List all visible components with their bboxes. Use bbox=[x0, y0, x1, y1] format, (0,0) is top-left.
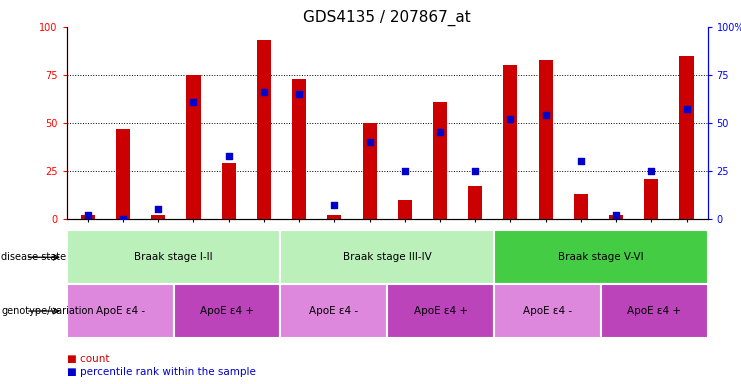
Point bbox=[153, 206, 165, 212]
Bar bbox=[292, 79, 306, 219]
Bar bbox=[257, 40, 271, 219]
Text: ApoE ε4 -: ApoE ε4 - bbox=[96, 306, 144, 316]
Point bbox=[187, 99, 199, 105]
Bar bbox=[362, 123, 376, 219]
Text: ■ count: ■ count bbox=[67, 354, 109, 364]
Bar bbox=[222, 163, 236, 219]
Bar bbox=[187, 75, 201, 219]
Bar bbox=[398, 200, 412, 219]
Text: disease state: disease state bbox=[1, 252, 67, 262]
Bar bbox=[433, 102, 447, 219]
Point bbox=[539, 112, 551, 118]
Text: ApoE ε4 +: ApoE ε4 + bbox=[200, 306, 254, 316]
Text: Braak stage I-II: Braak stage I-II bbox=[134, 252, 213, 262]
Bar bbox=[151, 215, 165, 219]
Point bbox=[680, 106, 692, 113]
Bar bbox=[574, 194, 588, 219]
Bar bbox=[468, 186, 482, 219]
Text: Braak stage III-IV: Braak stage III-IV bbox=[343, 252, 431, 262]
Text: ApoE ε4 +: ApoE ε4 + bbox=[413, 306, 468, 316]
Point bbox=[223, 152, 235, 159]
Bar bbox=[609, 215, 623, 219]
Point bbox=[469, 168, 481, 174]
Point bbox=[434, 129, 446, 136]
Text: ApoE ε4 -: ApoE ε4 - bbox=[309, 306, 359, 316]
Point bbox=[505, 116, 516, 122]
Point bbox=[645, 168, 657, 174]
Point bbox=[399, 168, 411, 174]
Text: ApoE ε4 +: ApoE ε4 + bbox=[627, 306, 681, 316]
Bar bbox=[644, 179, 658, 219]
Bar bbox=[328, 215, 342, 219]
Text: Braak stage V-VI: Braak stage V-VI bbox=[558, 252, 644, 262]
Bar bbox=[116, 129, 130, 219]
Bar bbox=[81, 215, 95, 219]
Point bbox=[82, 212, 94, 218]
Text: ApoE ε4 -: ApoE ε4 - bbox=[523, 306, 572, 316]
Point bbox=[610, 212, 622, 218]
Title: GDS4135 / 207867_at: GDS4135 / 207867_at bbox=[303, 9, 471, 25]
Bar bbox=[503, 65, 517, 219]
Text: ■ percentile rank within the sample: ■ percentile rank within the sample bbox=[67, 367, 256, 377]
Point bbox=[364, 139, 376, 145]
Point bbox=[258, 89, 270, 95]
Bar bbox=[679, 56, 694, 219]
Text: genotype/variation: genotype/variation bbox=[1, 306, 94, 316]
Point bbox=[328, 202, 340, 209]
Point bbox=[117, 216, 129, 222]
Point bbox=[575, 158, 587, 164]
Bar bbox=[539, 60, 553, 219]
Point bbox=[293, 91, 305, 97]
